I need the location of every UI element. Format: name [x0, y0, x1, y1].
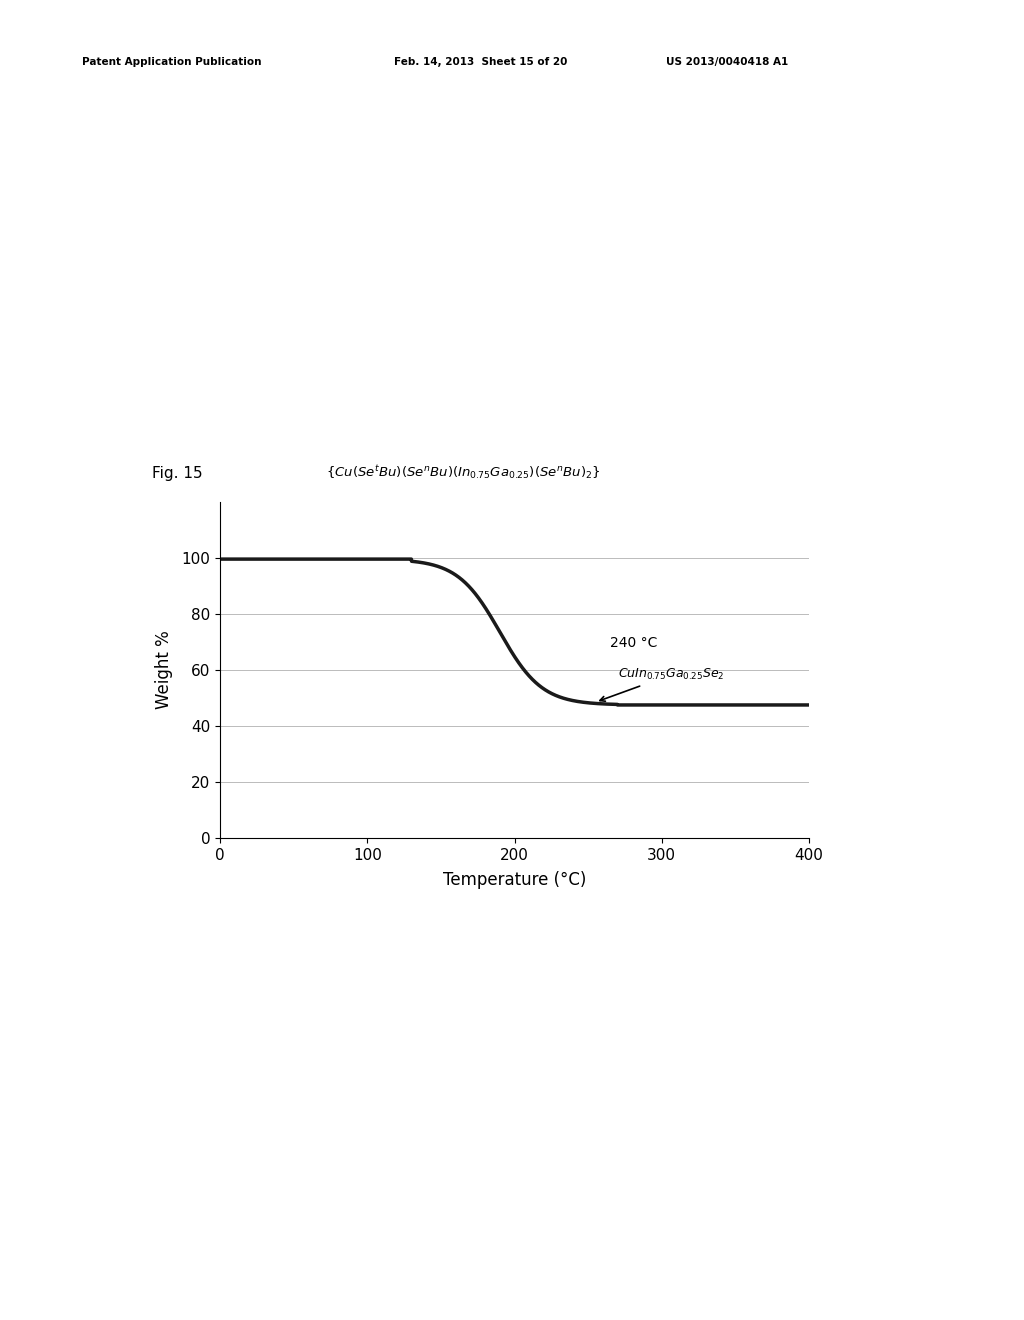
Text: $CuIn_{0.75}Ga_{0.25}Se_2$: $CuIn_{0.75}Ga_{0.25}Se_2$	[600, 668, 724, 701]
Text: Fig. 15: Fig. 15	[152, 466, 202, 480]
Text: US 2013/0040418 A1: US 2013/0040418 A1	[666, 57, 787, 67]
X-axis label: Temperature (°C): Temperature (°C)	[442, 871, 587, 890]
Text: Feb. 14, 2013  Sheet 15 of 20: Feb. 14, 2013 Sheet 15 of 20	[394, 57, 567, 67]
Text: Patent Application Publication: Patent Application Publication	[82, 57, 261, 67]
Y-axis label: Weight %: Weight %	[156, 631, 173, 709]
Text: $\{Cu(Se^tBu)(Se^nBu)(In_{0.75}Ga_{0.25})(Se^nBu)_2\}$: $\{Cu(Se^tBu)(Se^nBu)(In_{0.75}Ga_{0.25}…	[326, 463, 601, 482]
Text: 240 °C: 240 °C	[610, 636, 657, 651]
